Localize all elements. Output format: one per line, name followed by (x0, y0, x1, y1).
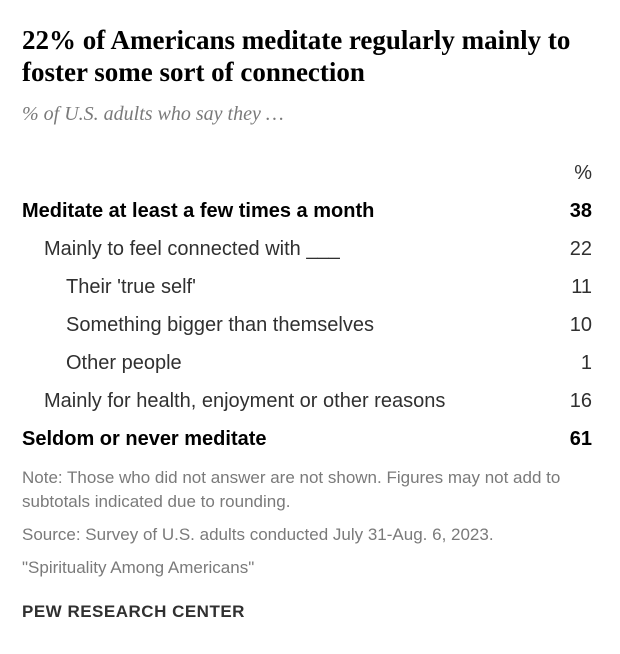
row-value: 10 (543, 310, 598, 340)
row-label: Mainly to feel connected with ___ (22, 234, 543, 264)
table-row: Their 'true self' 11 (22, 268, 598, 306)
row-value: 11 (543, 272, 598, 302)
row-label: Their 'true self' (22, 272, 543, 302)
table-row: Seldom or never meditate 61 (22, 420, 598, 458)
row-value: 61 (543, 424, 598, 454)
note-line-1: Note: Those who did not answer are not s… (22, 466, 598, 515)
data-table: % Meditate at least a few times a month … (22, 154, 598, 458)
row-value: 16 (543, 386, 598, 416)
table-row: Other people 1 (22, 344, 598, 382)
note-line-3: "Spirituality Among Americans" (22, 556, 598, 581)
table-row: Something bigger than themselves 10 (22, 306, 598, 344)
row-label: Something bigger than themselves (22, 310, 543, 340)
row-value: 38 (543, 196, 598, 226)
table-row: Mainly for health, enjoyment or other re… (22, 382, 598, 420)
row-label: Meditate at least a few times a month (22, 196, 543, 226)
table-row: Meditate at least a few times a month 38 (22, 192, 598, 230)
row-label: Other people (22, 348, 543, 378)
note-line-2: Source: Survey of U.S. adults conducted … (22, 523, 598, 548)
column-header: % (543, 158, 598, 188)
table-row: Mainly to feel connected with ___ 22 (22, 230, 598, 268)
row-label: Mainly for health, enjoyment or other re… (22, 386, 543, 416)
chart-title: 22% of Americans meditate regularly main… (22, 24, 598, 89)
row-value: 22 (543, 234, 598, 264)
row-label: Seldom or never meditate (22, 424, 543, 454)
row-value: 1 (543, 348, 598, 378)
chart-subtitle: % of U.S. adults who say they … (22, 103, 598, 126)
attribution: PEW RESEARCH CENTER (22, 602, 598, 622)
table-header-row: % (22, 154, 598, 192)
